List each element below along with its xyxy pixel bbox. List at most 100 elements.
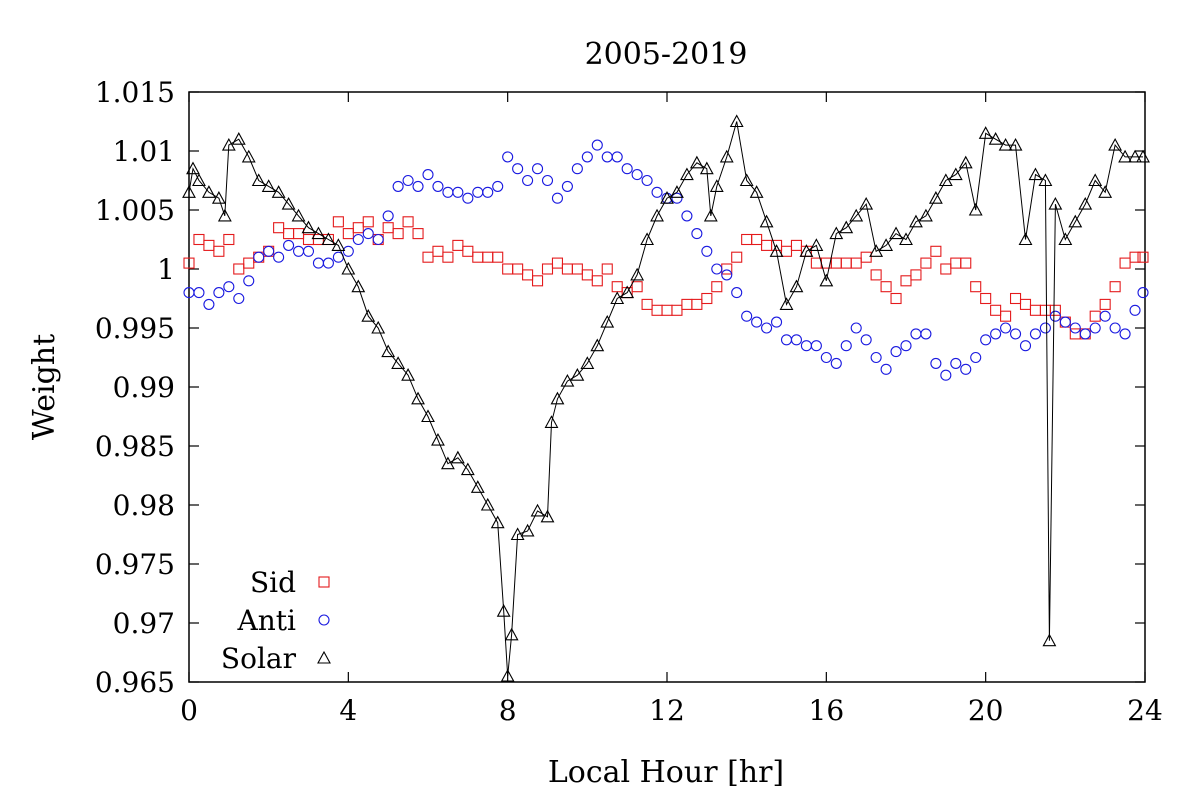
series-solar-point	[440, 456, 455, 470]
series-anti-point	[1079, 328, 1091, 340]
series-sid-point	[1049, 304, 1061, 316]
series-anti-point	[830, 357, 842, 369]
series-solar-point	[630, 267, 645, 281]
series-anti-point	[980, 334, 992, 346]
series-solar-point	[968, 202, 983, 216]
legend-label-sid: Sid	[250, 566, 296, 599]
series-anti-point	[1000, 322, 1012, 334]
series-anti-point	[531, 163, 544, 175]
y-tick-label: 0.965	[95, 666, 175, 699]
series-sid-point	[761, 239, 773, 251]
series-solar-point	[1058, 232, 1073, 246]
series-solar-point	[650, 208, 664, 222]
series-sid-point	[641, 298, 653, 310]
legend-marker-sid	[318, 576, 330, 588]
series-anti-point	[930, 357, 942, 369]
series-sid-point	[1137, 251, 1149, 263]
series-anti-point	[522, 174, 534, 187]
series-sid-point	[751, 233, 763, 246]
series-sid-point	[850, 257, 862, 269]
series-sid-point	[1019, 298, 1032, 310]
series-solar-point	[470, 480, 485, 493]
series-solar-point	[988, 132, 1003, 145]
series-sid-point	[362, 216, 374, 228]
legend-marker-anti	[318, 614, 330, 626]
series-solar-point	[504, 627, 519, 641]
series-anti-point	[1009, 328, 1022, 340]
series-solar-point	[769, 244, 784, 257]
series-solar-point	[311, 226, 326, 240]
series-anti-point	[193, 287, 205, 299]
series-anti-point	[671, 192, 683, 204]
series-anti-point	[1019, 340, 1032, 352]
series-sid-point	[681, 298, 693, 310]
legend: Sid Anti Solar	[221, 566, 331, 675]
legend-marker-solar	[317, 650, 331, 664]
series-anti-point	[1049, 310, 1061, 322]
series-sid-point	[840, 257, 852, 269]
series-sid-point	[571, 263, 583, 275]
series-anti-point	[541, 174, 554, 187]
series-solar-point	[640, 232, 655, 246]
series-anti-point	[1129, 304, 1141, 316]
series-sid-point	[790, 239, 803, 251]
series-sid-point	[541, 263, 554, 275]
series-solar-point	[1042, 633, 1057, 647]
series-sid-point	[292, 228, 305, 240]
series-anti-point	[691, 228, 703, 240]
series-sid-point	[711, 281, 723, 293]
series-anti-point	[253, 251, 265, 263]
series-anti-point	[1137, 287, 1149, 299]
series-anti-point	[581, 151, 593, 163]
series-sid-point	[283, 228, 295, 240]
series-solar-point	[381, 344, 396, 358]
series-anti-point	[631, 169, 643, 181]
series-anti-point	[810, 340, 822, 352]
series-solar-point	[829, 226, 844, 240]
series-solar-point	[879, 238, 894, 251]
series-solar-point	[899, 232, 913, 246]
series-sid-point	[890, 292, 902, 305]
series-solar-point	[1048, 196, 1063, 210]
series-solar-point	[709, 179, 724, 192]
series-sid-point	[492, 251, 504, 263]
series-sid-point	[830, 257, 842, 269]
series-solar-point	[1088, 173, 1103, 187]
series-solar-point	[251, 173, 266, 187]
series-sid-point	[223, 233, 235, 246]
series-anti-point	[721, 269, 733, 281]
series-sid-point	[522, 269, 534, 281]
series-solar-point	[610, 291, 625, 305]
series-anti-point	[790, 334, 803, 346]
series-solar-point	[460, 462, 475, 476]
series-anti-point	[1109, 322, 1121, 334]
series-solar-point	[271, 185, 286, 198]
series-solar-point	[192, 173, 206, 187]
series-solar-point	[660, 191, 674, 204]
series-sid-point	[581, 269, 593, 281]
series-solar-point	[301, 220, 316, 234]
series-solar-point	[859, 196, 874, 210]
series-solar-point	[958, 155, 973, 169]
x-tick-label: 16	[809, 694, 845, 727]
series-sid-point	[1000, 310, 1012, 322]
series-solar-point	[570, 368, 585, 381]
series-anti-point	[761, 322, 773, 334]
series-sid-point	[691, 298, 703, 310]
series-solar-point	[281, 196, 296, 210]
series-sid-point	[611, 281, 623, 293]
series-solar-point	[928, 191, 943, 204]
series-anti-point	[770, 316, 783, 328]
series-solar-point	[490, 515, 505, 529]
series-solar-point	[670, 185, 684, 198]
series-sid-point	[990, 304, 1002, 316]
series-solar-point	[699, 161, 714, 175]
series-solar-point	[217, 208, 232, 222]
series-anti-point	[571, 163, 583, 175]
series-sid-point	[1029, 304, 1042, 316]
plot-frame	[188, 91, 1146, 683]
series-sid-point	[960, 257, 972, 269]
y-tick-label: 0.985	[95, 430, 175, 463]
series-anti-point	[820, 351, 832, 364]
